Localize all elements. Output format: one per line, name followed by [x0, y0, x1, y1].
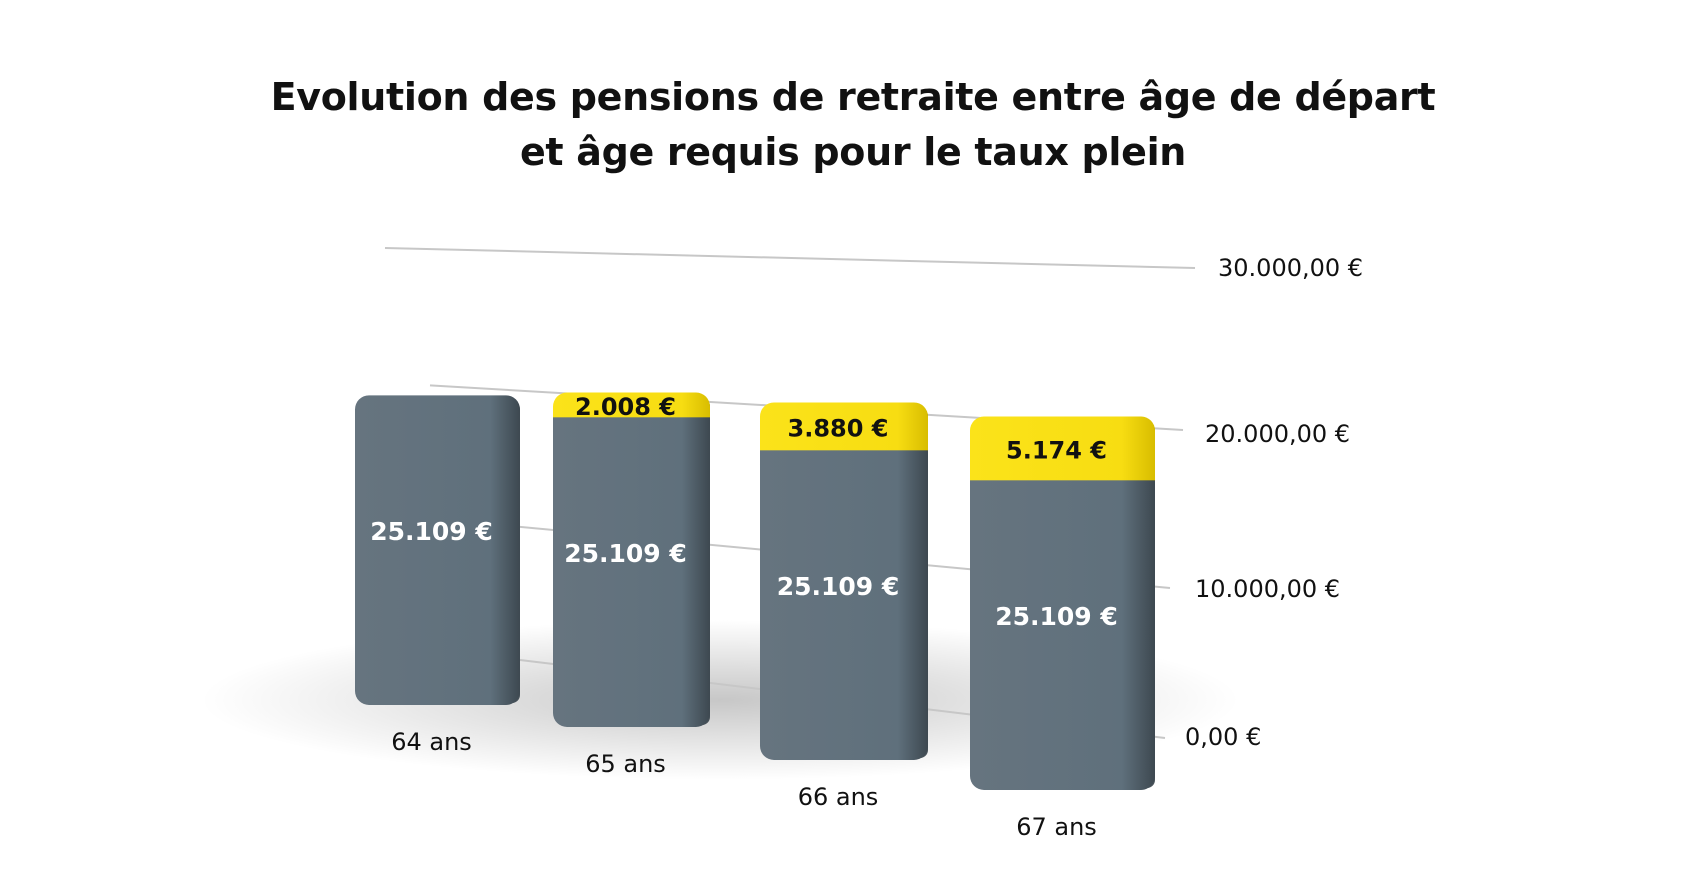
- bar-base-value-label: 25.109 €: [777, 572, 900, 601]
- y-tick-label: 0,00 €: [1185, 723, 1261, 751]
- bar-base-3: [970, 480, 1155, 790]
- bar-increase-value-label: 3.880 €: [788, 414, 889, 442]
- bar-increase-3: [970, 416, 1155, 495]
- x-category-label: 64 ans: [391, 728, 472, 756]
- bar-base-value-label: 25.109 €: [564, 539, 687, 568]
- chart-title-line-1: Evolution des pensions de retraite entre…: [270, 75, 1436, 119]
- bar-increase-value-label: 5.174 €: [1006, 436, 1107, 464]
- bar-base-0: [355, 395, 520, 705]
- bar-base-join: [553, 417, 710, 434]
- y-tick-label: 10.000,00 €: [1195, 575, 1340, 603]
- bar-increase-2: [760, 402, 928, 465]
- bar-base-value-label: 25.109 €: [370, 517, 493, 546]
- x-category-label: 65 ans: [585, 750, 666, 778]
- bar-base-1: [553, 417, 710, 727]
- y-tick-label: 20.000,00 €: [1205, 420, 1350, 448]
- bar-increase-value-label: 2.008 €: [575, 393, 676, 421]
- bar-base-2: [760, 450, 928, 760]
- x-category-label: 67 ans: [1016, 813, 1097, 841]
- bar-base-value-label: 25.109 €: [995, 602, 1118, 631]
- bar-base-join: [760, 450, 928, 467]
- y-tick-label: 30.000,00 €: [1218, 254, 1363, 282]
- bar-base-join: [970, 480, 1155, 497]
- chart-gridline: [384, 247, 1196, 269]
- chart-title-line-2: et âge requis pour le taux plein: [519, 130, 1187, 174]
- x-category-label: 66 ans: [798, 783, 879, 811]
